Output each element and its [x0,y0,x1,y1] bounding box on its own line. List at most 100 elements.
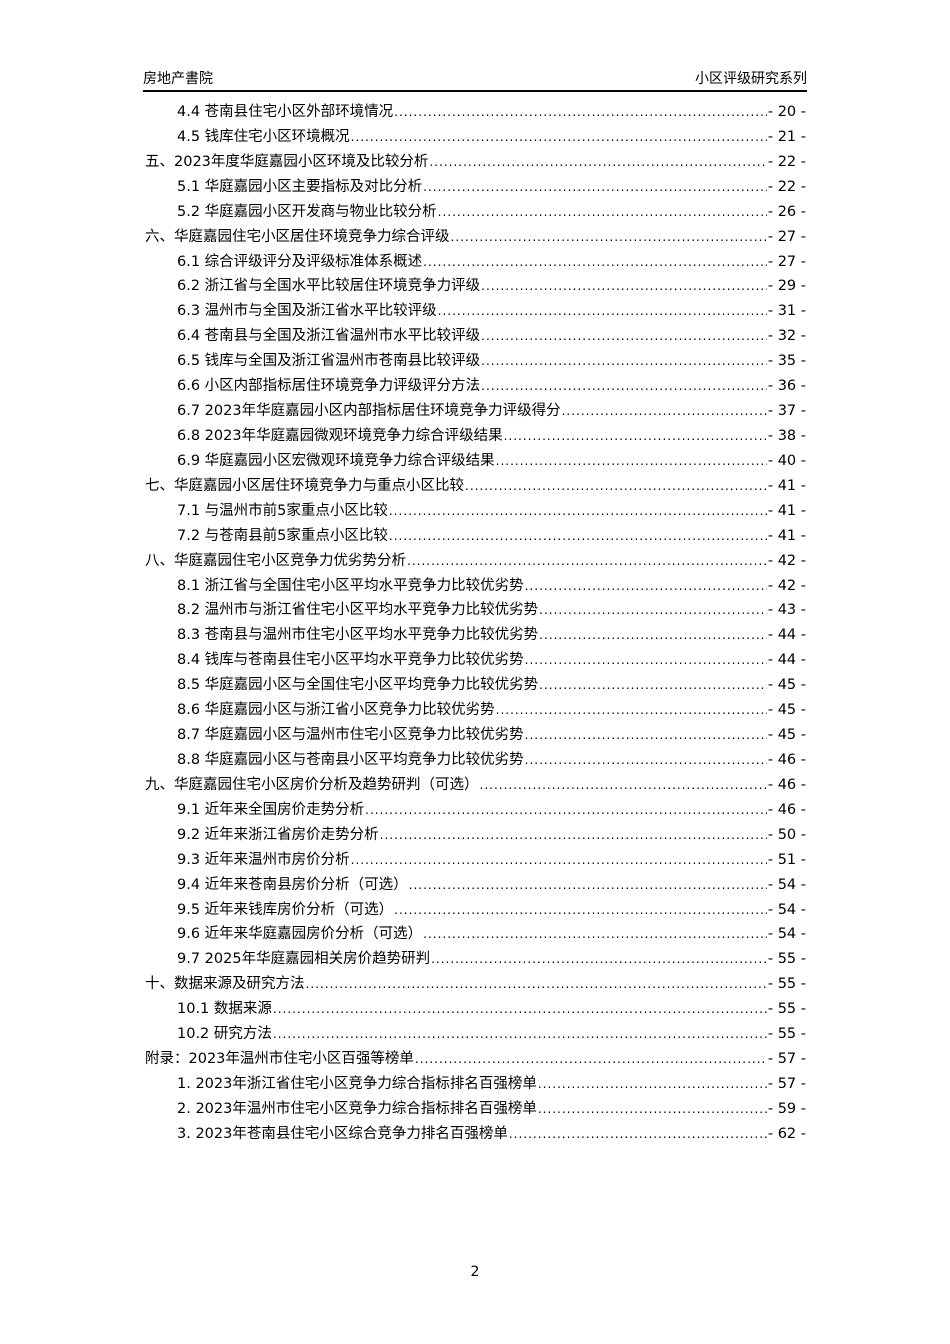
dot-leader [409,873,767,898]
toc-entry[interactable]: 3. 2023年苍南县住宅小区综合竞争力排名百强榜单 - 62 - [145,1122,806,1147]
toc-entry[interactable]: 9.6 近年来华庭嘉园房价分析（可选） - 54 - [145,922,806,947]
toc-entry[interactable]: 七、华庭嘉园小区居住环境竞争力与重点小区比较 - 41 - [145,474,806,499]
dot-leader [423,250,767,275]
toc-entry[interactable]: 9.5 近年来钱库房价分析（可选） - 54 - [145,898,806,923]
toc-entry-title: 8.6 华庭嘉园小区与浙江省小区竞争力比较优劣势 [177,702,495,719]
toc-entry[interactable]: 4.4 苍南县住宅小区外部环境情况 - 20 - [145,100,806,125]
dot-leader [539,623,767,648]
dot-leader [431,947,767,972]
toc-entry-page: - 36 - [767,378,806,395]
dot-leader [525,723,767,748]
toc-entry-title: 6.9 华庭嘉园小区宏微观环境竞争力综合评级结果 [177,452,495,469]
toc-entry[interactable]: 6.7 2023年华庭嘉园小区内部指标居住环境竞争力评级得分 - 37 - [145,399,806,424]
toc-entry-page: - 55 - [767,1026,806,1043]
toc-entry[interactable]: 8.3 苍南县与温州市住宅小区平均水平竞争力比较优劣势 - 44 - [145,623,806,648]
toc-entry[interactable]: 7.2 与苍南县前5家重点小区比较 - 41 - [145,524,806,549]
toc-entry[interactable]: 八、华庭嘉园住宅小区竞争力优劣势分析 - 42 - [145,549,806,574]
dot-leader [562,399,767,424]
toc-entry[interactable]: 9.4 近年来苍南县房价分析（可选） - 54 - [145,873,806,898]
toc-entry-title: 六、华庭嘉园住宅小区居住环境竞争力综合评级 [145,228,450,245]
dot-leader [438,299,767,324]
toc-entry[interactable]: 5.1 华庭嘉园小区主要指标及对比分析 - 22 - [145,175,806,200]
toc-entry-page: - 22 - [767,178,806,195]
toc-entry[interactable]: 8.4 钱库与苍南县住宅小区平均水平竞争力比较优劣势 - 44 - [145,648,806,673]
toc-entry[interactable]: 8.7 华庭嘉园小区与温州市住宅小区竞争力比较优劣势 - 45 - [145,723,806,748]
toc-entry[interactable]: 2. 2023年温州市住宅小区竞争力综合指标排名百强榜单 - 59 - [145,1097,806,1122]
toc-entry-title: 9.3 近年来温州市房价分析 [177,851,350,868]
toc-entry[interactable]: 7.1 与温州市前5家重点小区比较 - 41 - [145,499,806,524]
dot-leader [394,898,767,923]
toc-entry[interactable]: 8.5 华庭嘉园小区与全国住宅小区平均竞争力比较优劣势 - 45 - [145,673,806,698]
toc-entry[interactable]: 8.8 华庭嘉园小区与苍南县小区平均竞争力比较优劣势 - 46 - [145,748,806,773]
dot-leader [273,1022,767,1047]
toc-entry-page: - 54 - [767,901,806,918]
toc-entry[interactable]: 6.5 钱库与全国及浙江省温州市苍南县比较评级 - 35 - [145,349,806,374]
dot-leader [509,1122,767,1147]
toc-entry-page: - 55 - [767,976,806,993]
toc-entry-title: 8.1 浙江省与全国住宅小区平均水平竞争力比较优劣势 [177,577,524,594]
toc-entry-page: - 41 - [767,502,806,519]
toc-entry[interactable]: 8.1 浙江省与全国住宅小区平均水平竞争力比较优劣势 - 42 - [145,574,806,599]
toc-entry[interactable]: 1. 2023年浙江省住宅小区竞争力综合指标排名百强榜单 - 57 - [145,1072,806,1097]
toc-entry-page: - 54 - [767,876,806,893]
dot-leader [389,524,767,549]
toc-entry[interactable]: 9.7 2025年华庭嘉园相关房价趋势研判 - 55 - [145,947,806,972]
dot-leader [538,1097,767,1122]
dot-leader [481,324,767,349]
toc-entry-page: - 41 - [767,477,806,494]
toc-entry-title: 八、华庭嘉园住宅小区竞争力优劣势分析 [145,552,406,569]
toc-entry-page: - 27 - [767,253,806,270]
toc-entry-page: - 35 - [767,353,806,370]
toc-entry-page: - 20 - [767,104,806,120]
toc-entry[interactable]: 10.1 数据来源 - 55 - [145,997,806,1022]
toc-entry[interactable]: 6.4 苍南县与全国及浙江省温州市水平比较评级 - 32 - [145,324,806,349]
toc-entry-page: - 41 - [767,527,806,544]
toc-entry[interactable]: 9.2 近年来浙江省房价走势分析 - 50 - [145,823,806,848]
toc-entry-title: 6.7 2023年华庭嘉园小区内部指标居住环境竞争力评级得分 [177,403,561,420]
dot-leader [389,499,767,524]
toc-entry-title: 九、华庭嘉园住宅小区房价分析及趋势研判（可选） [145,776,479,793]
dot-leader [538,1072,767,1097]
toc-entry[interactable]: 五、2023年度华庭嘉园小区环境及比较分析 - 22 - [145,150,806,175]
toc-entry[interactable]: 十、数据来源及研究方法 - 55 - [145,972,806,997]
toc-entry-page: - 43 - [767,602,806,619]
toc-entry-title: 9.1 近年来全国房价走势分析 [177,801,365,818]
toc-entry-page: - 21 - [767,128,806,145]
toc-entry[interactable]: 六、华庭嘉园住宅小区居住环境竞争力综合评级 - 27 - [145,225,806,250]
toc-entry-page: - 62 - [767,1125,806,1142]
toc-entry-title: 5.2 华庭嘉园小区开发商与物业比较分析 [177,203,437,220]
toc-entry-page: - 29 - [767,278,806,295]
toc-entry-page: - 37 - [767,403,806,420]
toc-entry[interactable]: 6.6 小区内部指标居住环境竞争力评级评分方法 - 36 - [145,374,806,399]
toc-entry[interactable]: 5.2 华庭嘉园小区开发商与物业比较分析 - 26 - [145,200,806,225]
toc-entry[interactable]: 附录：2023年温州市住宅小区百强等榜单 - 57 - [145,1047,806,1072]
dot-leader [525,574,767,599]
header-right: 小区评级研究系列 [695,71,807,87]
dot-leader [351,125,767,150]
toc-entry[interactable]: 6.2 浙江省与全国水平比较居住环境竞争力评级 - 29 - [145,274,806,299]
toc-entry-page: - 57 - [767,1051,806,1068]
page-header: 房地产書院 小区评级研究系列 [143,66,807,92]
toc-entry[interactable]: 9.1 近年来全国房价走势分析 - 46 - [145,798,806,823]
toc-entry[interactable]: 6.9 华庭嘉园小区宏微观环境竞争力综合评级结果 - 40 - [145,449,806,474]
toc-entry[interactable]: 6.3 温州市与全国及浙江省水平比较评级 - 31 - [145,299,806,324]
toc-entry-title: 6.8 2023年华庭嘉园微观环境竞争力综合评级结果 [177,427,503,444]
toc-entry-title: 4.5 钱库住宅小区环境概况 [177,128,350,145]
toc-entry-page: - 51 - [767,851,806,868]
toc-entry-title: 8.7 华庭嘉园小区与温州市住宅小区竞争力比较优劣势 [177,727,524,744]
toc-entry[interactable]: 6.8 2023年华庭嘉园微观环境竞争力综合评级结果 - 38 - [145,424,806,449]
toc-entry-page: - 32 - [767,328,806,345]
toc-entry[interactable]: 8.2 温州市与浙江省住宅小区平均水平竞争力比较优劣势 - 43 - [145,598,806,623]
toc-entry[interactable]: 8.6 华庭嘉园小区与浙江省小区竞争力比较优劣势 - 45 - [145,698,806,723]
toc-entry[interactable]: 九、华庭嘉园住宅小区房价分析及趋势研判（可选） - 46 - [145,773,806,798]
toc-entry-page: - 55 - [767,1001,806,1018]
toc-entry-page: - 59 - [767,1100,806,1117]
toc-entry[interactable]: 9.3 近年来温州市房价分析 - 51 - [145,848,806,873]
toc-entry[interactable]: 4.5 钱库住宅小区环境概况 - 21 - [145,125,806,150]
toc-entry[interactable]: 10.2 研究方法 - 55 - [145,1022,806,1047]
toc-entry[interactable]: 6.1 综合评级评分及评级标准体系概述 - 27 - [145,250,806,275]
toc-entry-title: 十、数据来源及研究方法 [145,976,305,993]
toc-entry-title: 9.6 近年来华庭嘉园房价分析（可选） [177,926,423,943]
dot-leader [496,449,767,474]
dot-leader [539,598,767,623]
